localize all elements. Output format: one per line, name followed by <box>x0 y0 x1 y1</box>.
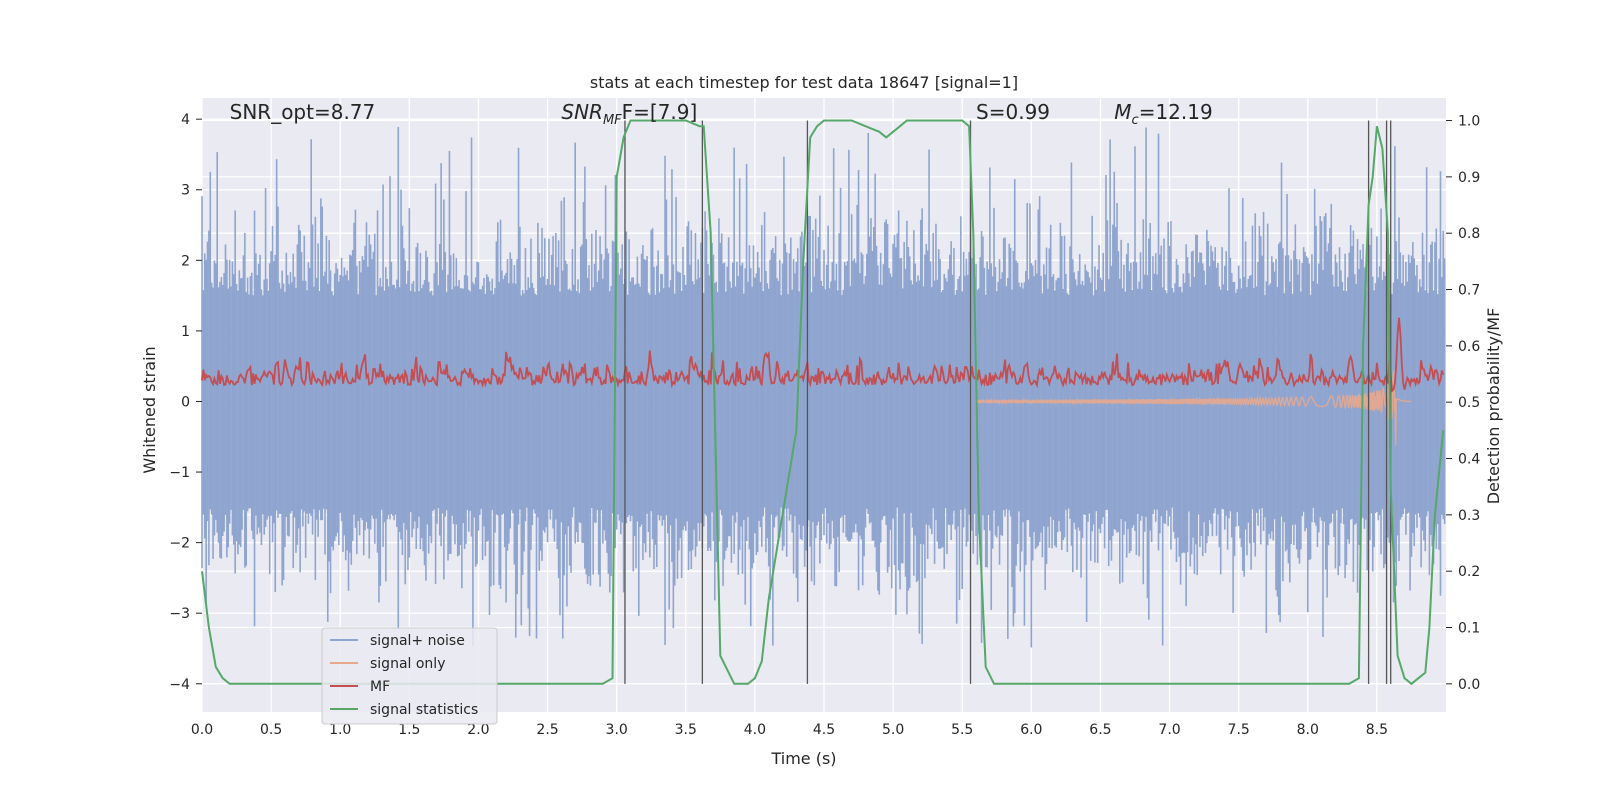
x-tick-label: 6.0 <box>1020 722 1042 738</box>
y-axis-right-label: Detection probability/MF <box>1484 308 1503 505</box>
y-right-tick-label: 0.7 <box>1458 283 1480 299</box>
x-tick-label: 8.0 <box>1297 722 1319 738</box>
y-right-tick-label: 0.3 <box>1458 508 1480 524</box>
annotation-snr-mf-sub: MF <box>603 113 622 128</box>
signal-only-line <box>975 369 1412 446</box>
y-axis-left-ticks: −4 −3 −2 −1 0 1 2 3 4 <box>169 112 202 693</box>
y-right-tick-label: 0.6 <box>1458 339 1480 355</box>
y-right-tick-label: 0.0 <box>1458 677 1480 693</box>
series-mf <box>201 317 1445 393</box>
x-tick-label: 6.5 <box>1089 722 1111 738</box>
legend-box <box>321 627 498 725</box>
x-tick-label: 8.5 <box>1366 722 1388 738</box>
y-axis-left-label: Whitened strain <box>140 346 159 473</box>
x-tick-label: 7.0 <box>1158 722 1180 738</box>
signal-statistics-line <box>201 119 1445 686</box>
annotation-mc-value: Mc=12.19 <box>1114 100 1212 128</box>
y-left-tick-label: 4 <box>181 112 190 128</box>
series-signal-only <box>975 369 1412 446</box>
mf-line <box>201 317 1445 393</box>
x-axis-label: Time (s) <box>770 749 836 768</box>
legend-label-signal-noise: signal+ noise <box>370 633 465 649</box>
x-axis-ticks: 0.0 0.5 1.0 1.5 2.0 2.5 3.0 3.5 4.0 4.5 5.0 5.5 6.0 6… <box>191 722 1388 738</box>
annotation-s-value: S=0.99 <box>976 100 1050 124</box>
x-tick-label: 5.5 <box>951 722 973 738</box>
x-tick-label: 2.5 <box>536 722 558 738</box>
legend-label-signal-statistics: signal statistics <box>370 702 478 718</box>
annotation-mc-tail: =12.19 <box>1139 100 1213 124</box>
chart-title: stats at each timestep for test data 186… <box>590 73 1018 92</box>
y-left-tick-label: −1 <box>169 465 190 481</box>
x-tick-label: 4.0 <box>744 722 766 738</box>
x-tick-label: 0.0 <box>191 722 213 738</box>
legend-label-mf: MF <box>370 679 390 695</box>
x-tick-label: 3.0 <box>606 722 628 738</box>
annotation-snr-mf-tail: F=[7.9] <box>622 100 698 124</box>
legend: signal+ noise signal only MF signal stat… <box>321 627 498 725</box>
legend-label-signal-only: signal only <box>370 656 445 672</box>
annotation-snr-mf: SNRMFF=[7.9] <box>561 100 697 128</box>
annotation-mc-sub: c <box>1132 113 1139 128</box>
y-left-tick-label: −4 <box>169 677 190 693</box>
x-tick-label: 2.0 <box>467 722 489 738</box>
y-left-tick-label: 2 <box>181 253 190 269</box>
vertical-markers <box>624 120 1392 684</box>
x-tick-label: 1.0 <box>329 722 351 738</box>
annotation-snr-mf-main: SNR <box>561 100 603 124</box>
y-right-tick-label: 0.5 <box>1458 395 1480 411</box>
y-left-tick-label: −3 <box>169 606 190 622</box>
y-left-tick-label: 1 <box>181 324 190 340</box>
annotation-mc-prefix: M <box>1114 100 1131 124</box>
y-left-tick-label: −2 <box>169 536 190 552</box>
y-left-tick-label: 0 <box>181 394 190 410</box>
x-tick-label: 0.5 <box>260 722 282 738</box>
x-tick-label: 5.0 <box>882 722 904 738</box>
series-signal-statistics <box>201 119 1445 686</box>
y-right-tick-label: 0.1 <box>1458 621 1480 637</box>
y-right-tick-label: 0.9 <box>1458 170 1480 186</box>
y-right-tick-label: 1.0 <box>1458 114 1480 130</box>
annotation-snr-opt: SNR_opt=8.77 <box>230 100 376 124</box>
x-tick-label: 1.5 <box>398 722 420 738</box>
y-right-tick-label: 0.8 <box>1458 226 1480 242</box>
y-axis-right-ticks: 0.0 0.1 0.2 0.3 0.4 0.5 0.6 0.7 0.8 0.9 1.0 <box>1446 114 1480 693</box>
x-tick-label: 4.5 <box>813 722 835 738</box>
y-right-tick-label: 0.4 <box>1458 452 1480 468</box>
x-tick-label: 3.5 <box>675 722 697 738</box>
y-left-tick-label: 3 <box>181 183 190 199</box>
annotations: SNR_opt=8.77 SNRMFF=[7.9] S=0.99 Mc=12.1… <box>230 100 1213 128</box>
y-right-tick-label: 0.2 <box>1458 564 1480 580</box>
x-tick-label: 7.5 <box>1228 722 1250 738</box>
